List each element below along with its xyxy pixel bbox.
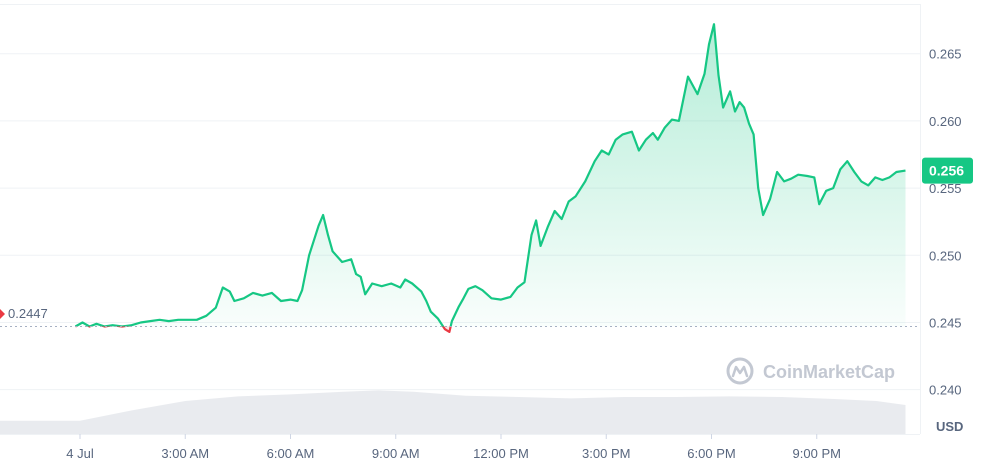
x-tick-label: 3:00 AM (161, 446, 209, 461)
y-tick-label: 0.265 (929, 47, 962, 62)
grid-lines (0, 4, 921, 435)
y-tick-label: 0.255 (929, 181, 962, 196)
price-series (74, 23, 906, 333)
volume-area (0, 390, 906, 434)
y-tick-label: 0.260 (929, 114, 962, 129)
open-price-marker: 0.2447 (0, 306, 48, 321)
current-price-tag-label: 0.256 (929, 163, 964, 179)
open-price-label: 0.2447 (8, 306, 48, 321)
open-price-arrow-icon (0, 309, 5, 319)
current-price-tag: 0.256 (922, 157, 973, 184)
y-tick-label: 0.245 (929, 315, 962, 330)
currency-label: USD (936, 419, 963, 434)
x-tick-label: 9:00 AM (372, 446, 420, 461)
watermark-text: CoinMarketCap (763, 362, 895, 382)
x-tick-label: 12:00 PM (473, 446, 529, 461)
price-line-up (74, 23, 906, 327)
x-tick-label: 3:00 PM (582, 446, 630, 461)
y-tick-label: 0.240 (929, 383, 962, 398)
coinmarketcap-logo-icon (726, 357, 754, 385)
y-tick-label: 0.250 (929, 248, 962, 263)
x-tick-label: 6:00 AM (267, 446, 315, 461)
price-area-fill-up (75, 24, 906, 327)
x-axis-ticks: 4 Jul 3:00 AM 6:00 AM 9:00 AM 12:00 PM 3:00 P… (66, 434, 841, 461)
coinmarketcap-watermark: CoinMarketCap (726, 357, 895, 385)
x-tick-label: 6:00 PM (687, 446, 735, 461)
current-price-tag-background (922, 157, 973, 184)
y-axis-ticks: 0.265 0.260 0.255 0.250 0.245 0.240 (929, 47, 962, 398)
volume-area-shape (0, 390, 906, 434)
x-tick-label: 9:00 PM (793, 446, 841, 461)
x-tick-label: 4 Jul (66, 446, 94, 461)
